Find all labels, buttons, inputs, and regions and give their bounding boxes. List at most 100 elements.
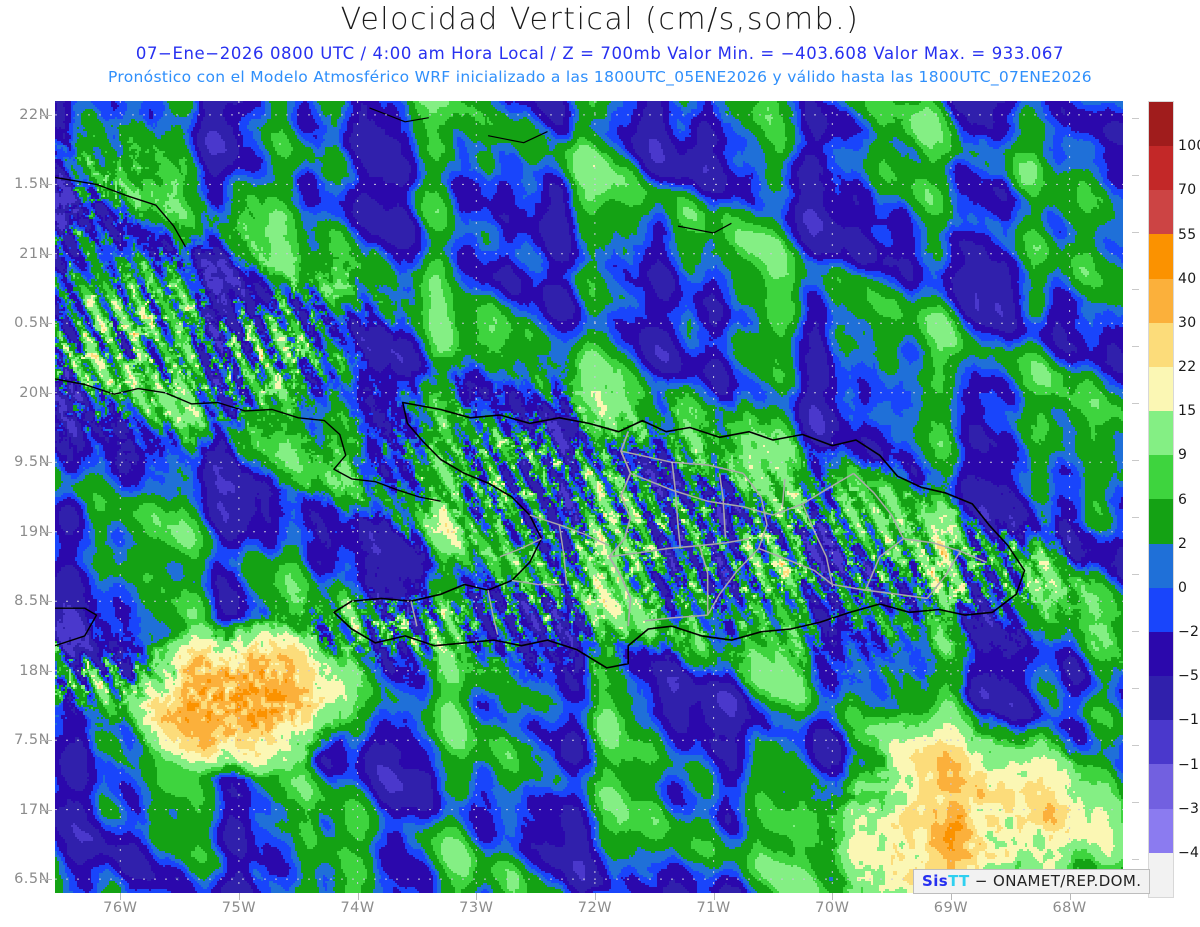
- colorbar-side-tick-3: [1132, 289, 1139, 290]
- watermark-tt: TT: [948, 872, 970, 890]
- colorbar-side-tick-4: [1132, 346, 1139, 347]
- y-axis-tick-9: 7.5N: [14, 732, 50, 749]
- y-axis-tick-11: 6.5N: [14, 871, 50, 888]
- y-axis-tick-5: 9.5N: [14, 454, 50, 471]
- colorbar-side-tick-10: [1132, 688, 1139, 689]
- y-axis-tick-mark-6: [40, 531, 52, 533]
- y-axis-tick-10: 17N: [19, 801, 50, 818]
- colorbar-band-16: [1149, 808, 1173, 853]
- colorbar-tick-13: −10: [1178, 712, 1200, 729]
- colorbar-tick-4: 30: [1178, 314, 1197, 331]
- colorbar-side-tick-1: [1132, 175, 1139, 176]
- y-axis-tick-mark-10: [40, 809, 52, 811]
- y-axis-tick-8: 18N: [19, 662, 50, 679]
- watermark-onamet: SisTT − ONAMET/REP.DOM.: [913, 869, 1151, 894]
- colorbar-band-15: [1149, 764, 1173, 809]
- colorbar-tick-0: 100: [1178, 138, 1200, 155]
- colorbar-band-12: [1149, 631, 1173, 677]
- colorbar-band-2: [1149, 190, 1173, 235]
- colorbar-tick-5: 22: [1178, 359, 1197, 375]
- x-axis-tick-mark-4: [594, 893, 596, 900]
- page-title: Velocidad Vertical (cm/s,somb.): [340, 2, 860, 37]
- colorbar-band-1: [1149, 146, 1173, 191]
- y-axis-tick-6: 19N: [19, 523, 50, 540]
- colorbar-side-tick-6: [1132, 460, 1139, 461]
- x-axis-tick-mark-7: [950, 893, 952, 900]
- colorbar-band-3: [1149, 234, 1173, 279]
- x-axis-tick-8: 68W: [1052, 900, 1087, 916]
- y-axis-tick-3: 0.5N: [14, 315, 50, 332]
- map-gridlines: [55, 101, 1123, 893]
- x-axis-tick-6: 70W: [815, 900, 850, 916]
- x-axis-tick-mark-6: [832, 893, 834, 900]
- x-axis-tick-1: 75W: [221, 900, 257, 916]
- colorbar-tick-8: 6: [1178, 491, 1188, 508]
- colorbar-tick-9: 2: [1178, 535, 1188, 552]
- x-axis-tick-mark-1: [238, 893, 240, 900]
- y-axis-tick-2: 21N: [19, 245, 50, 262]
- colorbar-tick-10: 0: [1178, 579, 1188, 596]
- x-axis-tick-mark-2: [357, 893, 359, 900]
- colorbar-side-tick-11: [1132, 745, 1139, 746]
- colorbar-tick-3: 40: [1178, 270, 1197, 287]
- colorbar-band-13: [1149, 676, 1173, 721]
- x-axis-tick-2: 74W: [340, 900, 375, 916]
- y-axis-tick-mark-8: [40, 670, 52, 672]
- y-axis-tick-mark-7: [40, 601, 52, 603]
- colorbar-side-tick-0: [1132, 118, 1139, 119]
- y-axis-tick-mark-3: [40, 323, 52, 325]
- y-axis-tick-7: 8.5N: [14, 593, 50, 610]
- colorbar-tick-16: −45: [1178, 844, 1200, 861]
- y-axis-tick-mark-11: [40, 879, 52, 881]
- y-axis-tick-mark-5: [40, 462, 52, 464]
- watermark-org: − ONAMET/REP.DOM.: [974, 872, 1142, 890]
- map-plot-area[interactable]: [55, 101, 1123, 893]
- colorbar-tick-14: −18: [1178, 756, 1200, 773]
- vertical-velocity-field: [55, 101, 1123, 893]
- watermark-sis: Sis: [922, 872, 949, 890]
- colorbar-tick-11: −2: [1178, 624, 1200, 640]
- colorbar[interactable]: [1148, 101, 1174, 898]
- y-axis-tick-0: 22N: [19, 106, 50, 123]
- colorbar-side-tick-13: [1132, 859, 1139, 860]
- colorbar-band-8: [1149, 455, 1173, 500]
- y-axis-tick-1: 1.5N: [14, 176, 50, 193]
- colorbar-band-14: [1149, 720, 1173, 765]
- x-axis-tick-5: 71W: [696, 900, 731, 916]
- colorbar-tick-6: 15: [1178, 403, 1197, 420]
- colorbar-band-5: [1149, 322, 1173, 367]
- y-axis-tick-mark-1: [40, 184, 52, 186]
- x-axis-tick-mark-8: [1069, 893, 1071, 900]
- colorbar-band-9: [1149, 499, 1173, 544]
- y-axis-tick-mark-9: [40, 740, 52, 742]
- colorbar-tick-1: 70: [1178, 182, 1197, 199]
- colorbar-side-tick-2: [1132, 232, 1139, 233]
- colorbar-side-tick-8: [1132, 574, 1139, 575]
- colorbar-side-tick-9: [1132, 631, 1139, 632]
- colorbar-band-11: [1149, 587, 1173, 632]
- colorbar-side-tick-5: [1132, 403, 1139, 404]
- colorbar-tick-2: 55: [1178, 226, 1197, 243]
- colorbar-band-4: [1149, 278, 1173, 323]
- colorbar-band-6: [1149, 366, 1173, 412]
- x-axis-tick-0: 76W: [103, 900, 138, 916]
- x-axis-tick-3: 73W: [459, 900, 494, 916]
- colorbar-side-tick-12: [1132, 802, 1139, 803]
- y-axis-tick-mark-4: [40, 392, 52, 394]
- map-overlay-borders: [55, 107, 1026, 669]
- colorbar-band-7: [1149, 411, 1173, 456]
- x-axis-tick-4: 72W: [577, 900, 613, 916]
- colorbar-side-tick-7: [1132, 517, 1139, 518]
- colorbar-band-10: [1149, 543, 1173, 588]
- colorbar-tick-7: 9: [1178, 447, 1188, 464]
- colorbar-band-17: [1149, 852, 1173, 897]
- y-axis-tick-4: 20N: [19, 384, 50, 401]
- x-axis-tick-mark-5: [713, 893, 715, 900]
- subtitle-model-info: Pronóstico con el Modelo Atmosférico WRF…: [108, 68, 1092, 86]
- subtitle-run-info: 07−Ene−2026 0800 UTC / 4:00 am Hora Loca…: [135, 44, 1065, 63]
- y-axis-tick-mark-0: [40, 114, 52, 116]
- colorbar-band-0: [1149, 102, 1173, 147]
- x-axis-tick-mark-0: [120, 893, 122, 900]
- x-axis-tick-mark-3: [476, 893, 478, 900]
- colorbar-tick-12: −5: [1178, 668, 1200, 685]
